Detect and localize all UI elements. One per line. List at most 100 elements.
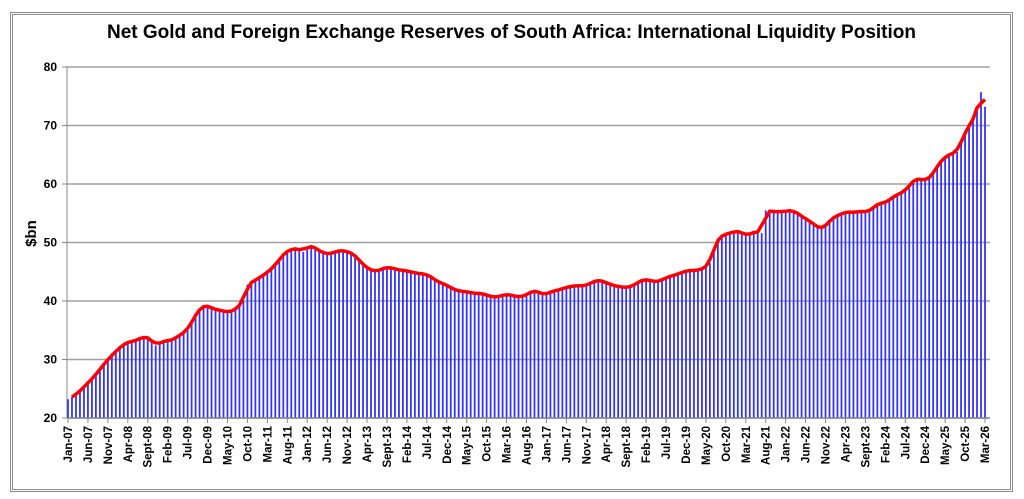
bar — [784, 210, 787, 418]
bar — [932, 173, 935, 418]
bar — [864, 212, 867, 418]
x-tick-label: Sept-08 — [143, 425, 155, 467]
bar — [497, 296, 500, 418]
bar — [374, 271, 376, 418]
bar — [505, 293, 508, 418]
bar — [230, 311, 233, 418]
x-tick-label: Aug-16 — [522, 426, 534, 465]
x-tick-label: Apr-08 — [123, 425, 135, 462]
bar — [772, 211, 775, 418]
bar — [641, 279, 644, 418]
bar — [820, 229, 823, 418]
bar — [262, 274, 265, 418]
bar — [916, 178, 919, 418]
bar — [605, 282, 608, 418]
bar — [868, 212, 871, 418]
bar — [342, 250, 344, 418]
bar — [394, 268, 396, 418]
bar — [621, 286, 624, 418]
bar — [166, 340, 169, 418]
bar — [174, 338, 177, 418]
x-tick-label: May-20 — [701, 426, 713, 465]
bar — [844, 211, 847, 418]
bar — [350, 253, 352, 418]
bar — [924, 181, 927, 418]
x-tick-label: Nov-22 — [821, 426, 833, 464]
bar — [776, 211, 779, 418]
bar — [150, 340, 153, 418]
bar — [748, 234, 751, 418]
bar — [242, 301, 245, 418]
bar — [95, 374, 97, 418]
bar — [310, 245, 313, 418]
x-tick-label: Jun-07 — [83, 426, 95, 463]
bar — [501, 295, 504, 418]
bar — [952, 152, 955, 418]
bar — [481, 293, 484, 418]
bar — [597, 279, 600, 418]
bar — [760, 233, 763, 418]
bar — [87, 382, 89, 418]
bar — [270, 268, 273, 418]
x-tick-label: Jun-12 — [322, 426, 334, 463]
x-tick-label: Dec-09 — [203, 426, 215, 464]
bar — [525, 295, 528, 418]
bar — [557, 289, 560, 418]
bar — [421, 274, 424, 418]
bar — [214, 309, 217, 418]
bar — [709, 262, 711, 418]
bar — [537, 291, 540, 418]
bar — [712, 248, 715, 418]
bar — [677, 274, 679, 418]
x-tick-label: Dec-14 — [442, 425, 454, 463]
y-tick-label: 30 — [44, 353, 58, 367]
bar — [617, 286, 620, 418]
bar — [465, 291, 468, 418]
chart-title: Net Gold and Foreign Exchange Reserves o… — [106, 22, 916, 43]
bar — [900, 192, 903, 418]
x-tick-label: Nov-07 — [103, 426, 115, 464]
bar — [593, 281, 596, 418]
x-tick-label: Jan-17 — [541, 426, 553, 462]
bar — [302, 251, 305, 418]
bar — [210, 308, 213, 418]
x-tick-label: Jan-07 — [63, 426, 75, 462]
x-tick-label: Dec-19 — [681, 426, 693, 464]
bar — [553, 291, 556, 418]
x-tick-label: Nov-12 — [342, 426, 354, 464]
bar — [286, 250, 289, 418]
bar — [425, 274, 428, 418]
bar — [561, 288, 564, 418]
x-tick-label: Mar-11 — [262, 425, 274, 462]
bar — [122, 344, 125, 418]
bar — [477, 293, 480, 418]
x-tick-label: Sept-23 — [860, 426, 872, 468]
bar — [402, 270, 404, 418]
bar — [824, 226, 827, 418]
bar — [509, 295, 512, 418]
x-tick-label: Oct-15 — [482, 425, 494, 461]
x-tick-label: May-15 — [462, 425, 474, 465]
bar — [182, 332, 185, 418]
bar — [728, 233, 731, 418]
bar — [649, 280, 651, 418]
x-tick-label: Feb-14 — [402, 425, 414, 463]
bar — [812, 223, 815, 418]
x-tick-label: Sept-18 — [621, 425, 633, 467]
bar — [322, 253, 325, 418]
bar — [573, 285, 576, 418]
bar — [645, 279, 648, 418]
x-tick-label: Jul-19 — [661, 426, 673, 459]
bar — [836, 215, 839, 418]
bar — [282, 254, 285, 418]
bar — [449, 287, 452, 418]
bar — [880, 203, 883, 418]
bar — [102, 364, 105, 418]
trend-line — [71, 98, 987, 399]
bar — [298, 248, 301, 418]
bar — [629, 286, 632, 418]
bar — [940, 160, 943, 418]
bar — [334, 251, 337, 418]
bar — [318, 250, 321, 418]
bar — [338, 250, 341, 418]
